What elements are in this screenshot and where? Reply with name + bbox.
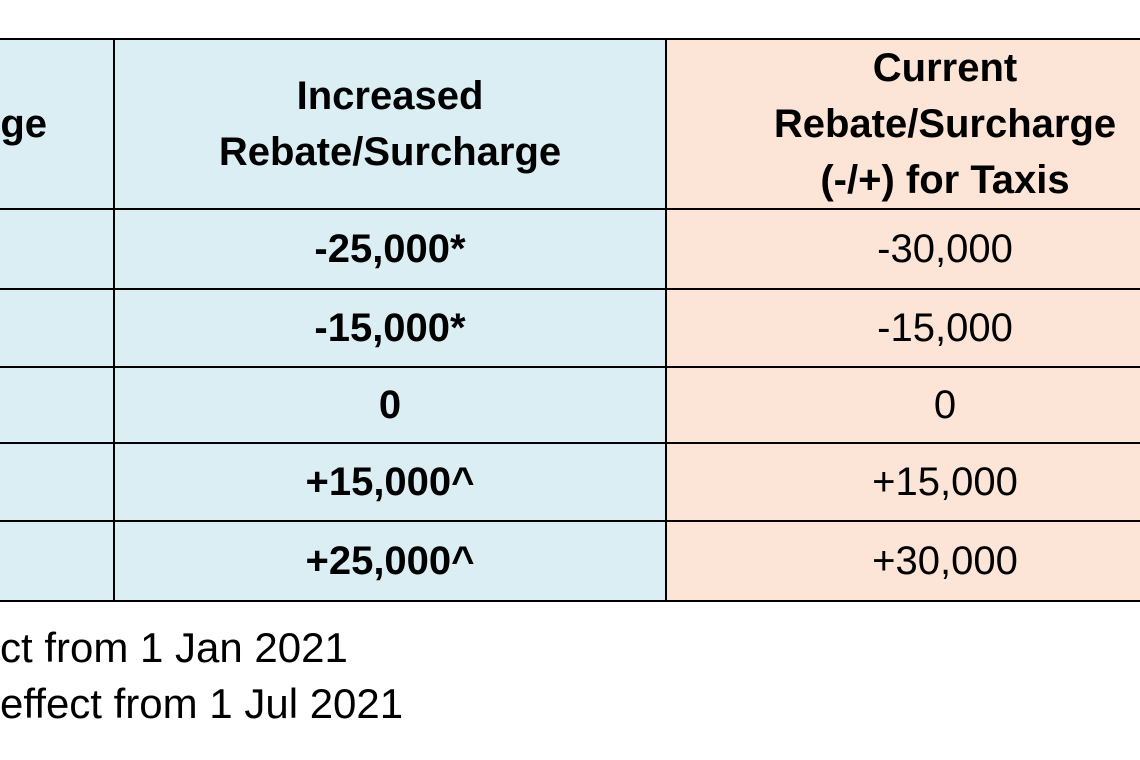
- row-label-cell: [0, 366, 115, 444]
- table-cell: +15,000: [665, 442, 1140, 522]
- table-cell: -25,000*: [113, 208, 667, 290]
- footnote: effect from 1 Jul 2021: [0, 680, 404, 727]
- header-lines: Current Rebate/Surcharge (-/+) for Taxis: [774, 40, 1116, 208]
- table-cell: +25,000^: [113, 520, 667, 602]
- row-label-cell: [0, 520, 115, 602]
- header-text: Rebate/Surcharge: [773, 102, 1117, 146]
- cell-text: -15,000: [877, 306, 1013, 350]
- header-text: Current: [872, 46, 1018, 90]
- cell-text: +15,000: [872, 460, 1018, 504]
- table-cell: 0: [113, 366, 667, 444]
- header-text: Rebate/Surcharge: [218, 130, 562, 174]
- table-cell: -15,000: [665, 288, 1140, 368]
- header-cell: Current Rebate/Surcharge (-/+) for Taxis: [665, 38, 1140, 210]
- table-cell: +15,000^: [113, 442, 667, 522]
- header-lines: ge: [0, 96, 47, 152]
- cell-text: -30,000: [877, 227, 1013, 271]
- cell-text: +25,000^: [305, 539, 475, 583]
- cell-text: -25,000*: [314, 227, 466, 271]
- header-cell: Increased Rebate/Surcharge: [113, 38, 667, 210]
- cell-text: 0: [378, 383, 402, 427]
- header-lines: Increased Rebate/Surcharge: [219, 68, 561, 180]
- table-cell: -15,000*: [113, 288, 667, 368]
- table-cell: 0: [665, 366, 1140, 444]
- cell-text: +15,000^: [305, 460, 475, 504]
- cell-text: -15,000*: [314, 306, 466, 350]
- table-cell: +30,000: [665, 520, 1140, 602]
- footnote: ct from 1 Jan 2021: [0, 624, 348, 671]
- row-label-cell: [0, 442, 115, 522]
- header-text: Increased: [296, 74, 484, 118]
- table-cell: -30,000: [665, 208, 1140, 290]
- header-text: ge: [0, 102, 47, 146]
- cell-text: +30,000: [872, 539, 1018, 583]
- cell-text: 0: [933, 383, 957, 427]
- row-label-cell: [0, 208, 115, 290]
- header-cell: ge: [0, 38, 115, 210]
- row-label-cell: [0, 288, 115, 368]
- header-text: (-/+) for Taxis: [820, 158, 1070, 202]
